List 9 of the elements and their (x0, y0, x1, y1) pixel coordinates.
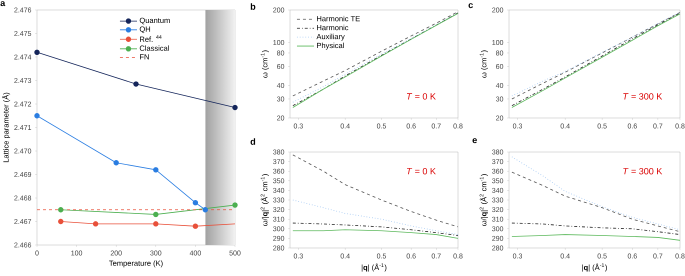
chart-title: e (472, 138, 477, 144)
annotation: T = 300 K (623, 168, 662, 174)
chart-title: a (0, 1, 6, 6)
chart-title: b (250, 3, 256, 10)
chart-title: c (468, 3, 473, 8)
annotation: T = 0 K (406, 168, 436, 174)
chart-title: d (250, 138, 256, 145)
annotation: T = 300 K (623, 93, 662, 100)
annotation: T = 0 K (406, 93, 436, 100)
